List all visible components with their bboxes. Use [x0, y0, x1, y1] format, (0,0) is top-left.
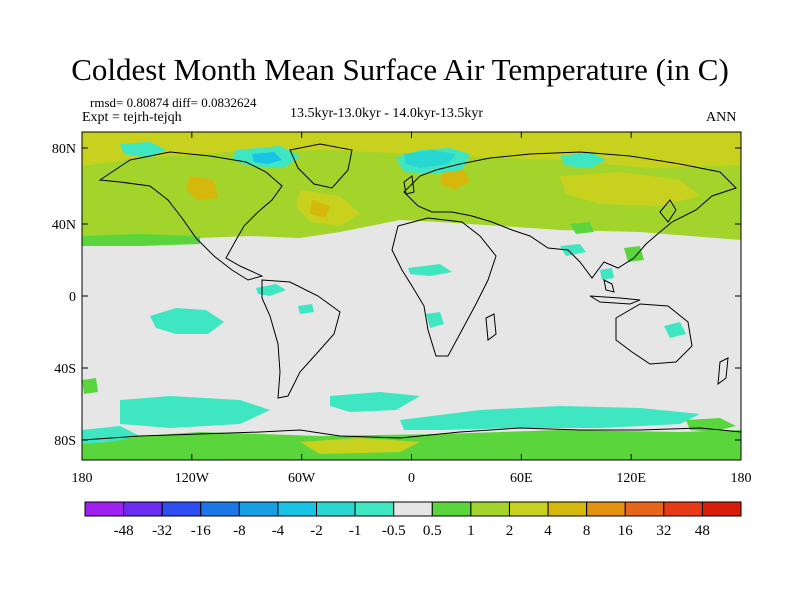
colorbar-swatch — [547, 501, 588, 517]
experiment-label: Expt = tejrh-tejqh — [82, 110, 182, 125]
anomaly-patch — [150, 308, 224, 334]
lat-tick-label: 40N — [52, 218, 76, 233]
colorbar-label: 2 — [506, 523, 514, 539]
anomaly-patch — [400, 406, 700, 430]
anomaly-patch — [120, 142, 166, 158]
anomaly-patch — [120, 396, 270, 428]
anomaly-patch — [600, 268, 614, 280]
colorbar-swatch — [586, 501, 626, 517]
lon-tick-label: 60W — [288, 471, 316, 486]
colorbar-swatch — [624, 501, 665, 517]
colorbar-label: 4 — [544, 523, 552, 539]
lon-tick-label: 180 — [72, 471, 93, 486]
lon-tick-label: 120W — [175, 471, 210, 486]
anomaly-patch — [408, 264, 452, 276]
colorbar-swatch — [470, 501, 510, 517]
coastline — [485, 313, 497, 341]
colorbar-swatch — [663, 501, 703, 517]
colorbar-swatch — [316, 501, 356, 517]
lat-tick-label: 80S — [54, 434, 76, 449]
anomaly-field — [82, 132, 741, 460]
anomaly-patch — [300, 438, 420, 454]
coastline — [391, 217, 497, 357]
map-axes: 80N 40N 0 40S 80S 180 120W 60W 0 60E 120E 180 — [52, 132, 752, 486]
lat-tick-label: 0 — [69, 290, 76, 305]
colorbar-label: 48 — [695, 523, 710, 539]
colorbar-swatch — [277, 501, 318, 517]
anomaly-patch — [560, 172, 700, 206]
colorbar-label: -16 — [191, 523, 211, 539]
colorbar-label: -1 — [349, 523, 362, 539]
coastline — [589, 295, 641, 305]
anomaly-patch — [298, 304, 314, 314]
colorbar-swatch — [238, 501, 279, 517]
anomaly-patch — [426, 312, 444, 328]
colorbar-label: -0.5 — [382, 523, 406, 539]
anomaly-patch — [330, 392, 420, 412]
coastline — [603, 279, 615, 293]
lon-tick-label: 180 — [731, 471, 752, 486]
coastline — [717, 357, 729, 386]
anomaly-patch — [252, 152, 282, 164]
lon-tick-label: 0 — [408, 471, 415, 486]
anomaly-patch — [186, 176, 218, 200]
coastline — [98, 151, 283, 281]
anomaly-patch — [82, 234, 200, 246]
coastlines — [82, 143, 741, 441]
colorbar-swatch — [200, 501, 240, 517]
colorbar-label: -32 — [152, 523, 172, 539]
colorbar-swatch — [508, 501, 549, 517]
coastline — [403, 151, 737, 279]
colorbar-swatch — [354, 501, 395, 517]
stats-label: rmsd= 0.80874 diff= 0.0832624 — [90, 95, 257, 110]
colorbar-swatch — [393, 501, 433, 517]
colorbar-swatch — [84, 501, 125, 517]
map-title: Coldest Month Mean Surface Air Temperatu… — [71, 52, 729, 87]
colorbar-label: -48 — [114, 523, 134, 539]
coastline — [659, 199, 677, 223]
anomaly-patch — [664, 322, 686, 338]
coastline — [289, 143, 353, 189]
anomaly-patch — [560, 244, 586, 256]
colorbar-label: 16 — [618, 523, 634, 539]
colorbar-label: -4 — [272, 523, 285, 539]
colorbar-label: 1 — [467, 523, 475, 539]
colorbar-swatch — [701, 501, 742, 517]
lat-tick-label: 40S — [54, 362, 76, 377]
colorbar-swatch — [161, 501, 202, 517]
coastline — [261, 279, 341, 399]
colorbar-label: -8 — [233, 523, 246, 539]
colorbar-swatch — [123, 501, 163, 517]
lon-tick-label: 120E — [616, 471, 646, 486]
anomaly-patch — [624, 246, 644, 262]
colorbar-label: 8 — [583, 523, 591, 539]
lon-tick-label: 60E — [510, 471, 533, 486]
anomaly-patch — [310, 200, 330, 218]
colorbar-label: -2 — [310, 523, 323, 539]
season-label: ANN — [706, 110, 737, 125]
anomaly-patch — [404, 150, 456, 168]
colorbar-label: 0.5 — [423, 523, 442, 539]
colorbar-swatch — [431, 501, 472, 517]
coastline — [403, 175, 415, 195]
colorbar-label: 32 — [656, 523, 671, 539]
coastline — [82, 427, 741, 441]
period-label: 13.5kyr-13.0kyr - 14.0kyr-13.5kyr — [290, 106, 484, 121]
lat-tick-label: 80N — [52, 142, 76, 157]
anomaly-patch — [82, 378, 98, 394]
anomaly-patch — [256, 284, 286, 296]
anomaly-patch — [570, 222, 594, 234]
coastline — [615, 303, 693, 365]
anomaly-patch — [560, 152, 606, 168]
